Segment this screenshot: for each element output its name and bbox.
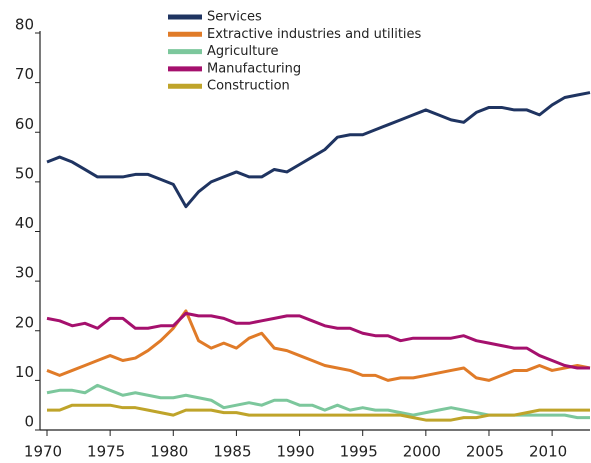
- x-tick-label: 2000: [403, 443, 441, 461]
- y-tick-label: 80: [15, 16, 34, 34]
- legend-label: Construction: [207, 79, 290, 94]
- series-line: [47, 403, 590, 422]
- series-line: [46, 91, 591, 209]
- x-tick-label: 1985: [213, 443, 251, 461]
- y-tick-label: 30: [15, 264, 34, 282]
- legend-label: Services: [207, 10, 262, 25]
- x-tick-label: 1995: [340, 443, 378, 461]
- legend-label: Manufacturing: [207, 61, 301, 76]
- y-tick-label: 50: [15, 164, 34, 182]
- x-tick-label: 1980: [150, 443, 188, 461]
- y-tick-label: 20: [15, 313, 34, 331]
- x-tick-label: 1975: [87, 443, 125, 461]
- y-tick-label: 70: [15, 65, 34, 83]
- x-tick-label: 2010: [529, 443, 567, 461]
- legend-label: Extractive industries and utilities: [207, 27, 422, 42]
- series-line: [46, 311, 590, 370]
- legend-label: Agriculture: [207, 44, 279, 59]
- y-tick-label: 0: [24, 413, 34, 431]
- x-tick-label: 1970: [24, 443, 62, 461]
- y-tick-label: 10: [15, 363, 34, 381]
- series-line: [46, 383, 590, 420]
- y-tick-label: 60: [15, 115, 34, 133]
- x-tick-label: 1990: [276, 443, 314, 461]
- y-tick-label: 40: [15, 214, 34, 232]
- x-tick-label: 2005: [466, 443, 504, 461]
- series-line: [46, 309, 591, 382]
